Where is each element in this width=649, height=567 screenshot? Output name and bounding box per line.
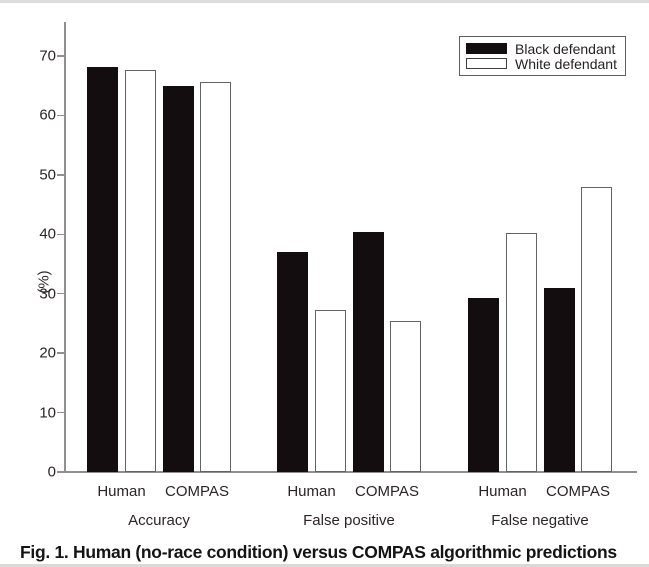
y-tick-0 (57, 471, 64, 473)
legend-swatch-black-defendant (466, 43, 507, 54)
bar-false-negative-human-white-defendant (506, 232, 537, 472)
y-tick-label-50: 50 (39, 166, 56, 184)
x-axis (64, 471, 637, 473)
group-label-false-negative: False negative (491, 512, 589, 529)
x-label-false-positive-compas: COMPAS (355, 483, 419, 500)
bar-accuracy-human-black-defendant (87, 66, 118, 472)
bar-false-positive-human-white-defendant (315, 310, 346, 472)
y-tick-20 (57, 352, 64, 354)
y-tick-60 (57, 114, 64, 117)
scan-artifact-top (0, 0, 649, 3)
group-label-false-positive: False positive (303, 512, 395, 529)
x-label-accuracy-compas: COMPAS (165, 483, 229, 500)
bar-false-positive-compas-white-defendant (390, 321, 421, 472)
x-label-false-negative-compas: COMPAS (546, 483, 610, 500)
y-tick-label-20: 20 (39, 344, 56, 362)
y-tick-30 (57, 292, 64, 295)
y-tick-70 (57, 55, 64, 57)
bar-accuracy-compas-white-defendant (200, 81, 231, 472)
y-tick-label-40: 40 (39, 225, 56, 243)
legend-swatch-white-defendant (466, 58, 507, 69)
bar-accuracy-compas-black-defendant (163, 86, 194, 472)
legend-item-white-defendant: White defendant (466, 55, 625, 72)
y-tick-label-0: 0 (47, 463, 56, 481)
bar-false-negative-compas-black-defendant (544, 288, 575, 472)
x-label-false-positive-human: Human (287, 483, 336, 500)
bar-false-negative-compas-white-defendant (581, 187, 612, 472)
y-tick-label-10: 10 (39, 404, 56, 422)
figure-caption: Fig. 1. Human (no-race condition) versus… (20, 542, 617, 562)
bar-false-negative-human-black-defendant (468, 298, 499, 472)
y-tick-40 (57, 233, 64, 236)
y-tick-10 (57, 411, 64, 414)
y-tick-50 (57, 174, 64, 176)
y-axis (64, 22, 66, 472)
bar-false-positive-compas-black-defendant (353, 231, 384, 472)
group-label-accuracy: Accuracy (128, 512, 190, 529)
legend-label-white-defendant: White defendant (515, 55, 617, 72)
bar-chart: (%) Black defendant White defendant 0 10 2… (36, 22, 637, 529)
legend-label-black-defendant: Black defendant (515, 40, 616, 57)
scan-artifact-bottom (0, 564, 649, 567)
x-label-false-negative-human: Human (478, 483, 527, 500)
x-label-accuracy-human: Human (97, 483, 146, 500)
legend: Black defendant White defendant (459, 36, 626, 76)
bar-accuracy-human-white-defendant (125, 70, 156, 472)
y-tick-label-70: 70 (39, 47, 56, 65)
bar-false-positive-human-black-defendant (277, 251, 308, 472)
legend-item-black-defendant: Black defendant (466, 40, 625, 57)
y-tick-label-30: 30 (39, 285, 56, 303)
y-tick-label-60: 60 (39, 106, 56, 124)
